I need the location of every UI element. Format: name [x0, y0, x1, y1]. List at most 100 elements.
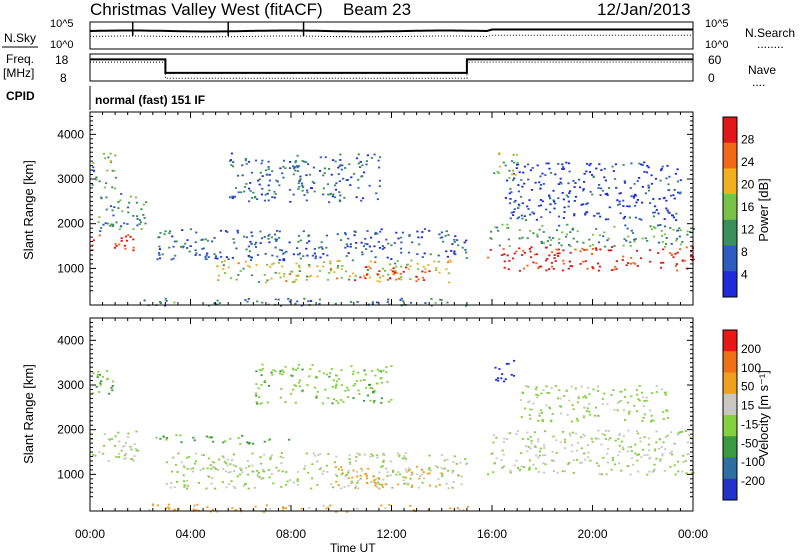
velocity-cell	[269, 507, 272, 510]
velocity-cell	[329, 372, 332, 374]
power-cell	[644, 237, 647, 240]
velocity-cell	[332, 398, 336, 400]
velocity-cell	[649, 456, 652, 459]
velocity-cell	[295, 369, 298, 371]
velocity-cell	[509, 471, 512, 474]
power-cell	[494, 226, 497, 229]
velocity-cell	[110, 387, 113, 389]
power-cell	[366, 273, 369, 276]
velocity-cell	[378, 487, 381, 490]
velocity-cell	[571, 450, 574, 453]
velocity-cell	[225, 462, 228, 465]
power-cell	[389, 277, 392, 279]
velocity-cell	[513, 464, 516, 467]
velocity-cell	[270, 473, 273, 475]
power-cell	[364, 237, 367, 240]
velocity-cell	[647, 443, 650, 446]
velocity-cell	[210, 436, 213, 439]
power-cell	[661, 165, 664, 168]
power-cell	[222, 268, 225, 270]
power-cell	[523, 267, 526, 270]
power-cell	[322, 265, 325, 268]
power-cell	[523, 251, 526, 254]
power-cell	[456, 239, 459, 241]
power-cell	[292, 253, 295, 256]
velocity-cell	[416, 473, 419, 476]
power-cell	[549, 244, 552, 246]
velocity-cell	[347, 469, 350, 472]
velocity-cell	[176, 481, 179, 483]
velocity-cell	[643, 454, 646, 457]
velocity-cell	[372, 390, 375, 393]
power-cell	[604, 193, 607, 195]
velocity-cell	[381, 486, 385, 488]
velocity-cell	[391, 486, 394, 489]
velocity-cell	[633, 404, 636, 407]
velocity-cell	[288, 438, 291, 441]
velocity-cell	[124, 442, 127, 444]
power-cell	[424, 267, 427, 270]
power-cell	[561, 269, 565, 272]
power-cell	[520, 214, 523, 217]
velocity-cell	[535, 393, 538, 396]
velocity-cell	[538, 414, 541, 417]
power-cell	[649, 202, 652, 204]
power-cell	[256, 300, 259, 303]
velocity-cell	[411, 473, 414, 476]
power-cell	[207, 256, 210, 258]
power-cell	[453, 252, 456, 255]
power-cell	[336, 260, 339, 263]
power-cell	[618, 203, 621, 206]
velocity-cell	[409, 505, 412, 507]
velocity-cell	[642, 448, 645, 451]
power-cell	[652, 235, 656, 238]
velocity-cell	[135, 430, 138, 433]
power-cell	[617, 204, 620, 206]
power-cell	[250, 256, 253, 259]
velocity-cell	[503, 437, 506, 440]
power-cell	[171, 235, 174, 238]
velocity-cell	[180, 441, 183, 444]
velocity-cell	[603, 434, 606, 436]
velocity-cell	[596, 385, 600, 388]
power-cell	[318, 298, 321, 301]
power-cell	[244, 260, 248, 263]
velocity-cell	[214, 487, 217, 490]
velocity-cell	[642, 396, 645, 399]
power-cell	[341, 164, 344, 167]
velocity-cell	[389, 474, 392, 477]
velocity-cell	[263, 511, 266, 513]
velocity-cell	[242, 484, 245, 487]
power-cell	[243, 190, 246, 193]
power-cell	[363, 171, 366, 174]
velocity-cell	[364, 472, 368, 475]
velocity-cell	[125, 452, 128, 455]
power-cell	[627, 235, 630, 238]
velocity-cell	[570, 385, 573, 388]
power-cell	[91, 244, 94, 247]
power-cell	[400, 278, 403, 281]
power-cell	[261, 175, 264, 177]
power-cell	[598, 234, 601, 237]
velocity-colorbar-swatch	[723, 351, 737, 373]
velocity-cell	[559, 397, 562, 400]
velocity-cell	[340, 466, 343, 469]
power-cell	[669, 252, 672, 254]
power-cell	[307, 163, 310, 165]
velocity-data	[90, 359, 695, 513]
velocity-cell	[669, 465, 672, 468]
power-cell	[517, 190, 520, 193]
velocity-colorbar-tick: -50	[741, 436, 759, 450]
velocity-cell	[440, 467, 443, 470]
power-cell	[357, 186, 360, 189]
power-cell	[305, 199, 308, 202]
power-cell	[550, 261, 554, 264]
power-cell	[269, 266, 272, 268]
velocity-cell	[363, 399, 366, 402]
power-cell	[549, 197, 552, 200]
velocity-cell	[379, 377, 382, 380]
power-cell	[114, 243, 117, 245]
velocity-cell	[636, 454, 639, 456]
power-cell	[244, 159, 247, 162]
